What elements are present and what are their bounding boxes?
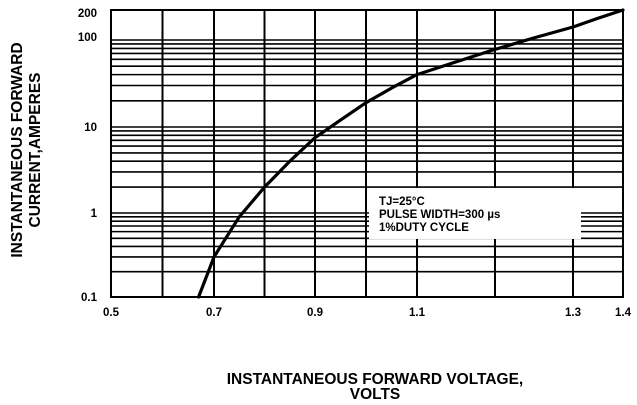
y-axis-title: INSTANTANEOUS FORWARD CURRENT,AMPERES [9, 42, 44, 257]
x-axis-title-line-1: INSTANTANEOUS FORWARD VOLTAGE, [227, 371, 524, 388]
x-tick-label: 0.7 [206, 307, 222, 319]
curve-layer [197, 8, 625, 299]
annotation-line-1: TJ=25°C [379, 196, 425, 208]
y-axis-title-line-1: INSTANTANEOUS FORWARD [9, 42, 26, 257]
y-axis: 0.1 1 10 100 200 [78, 8, 98, 304]
x-tick-label: 1.1 [409, 307, 426, 319]
x-axis-title: INSTANTANEOUS FORWARD VOLTAGE, VOLTS [227, 371, 524, 403]
annotation-box: TJ=25°C PULSE WIDTH=300 µs 1%DUTY CYCLE [369, 188, 581, 239]
y-tick-label: 100 [78, 32, 97, 44]
y-axis-title-line-2: CURRENT,AMPERES [27, 72, 44, 227]
x-axis-title-line-2: VOLTS [350, 386, 401, 403]
forward-characteristic-curve [197, 8, 625, 299]
x-axis: 0.5 0.7 0.9 1.1 1.3 1.4 [103, 307, 632, 319]
x-tick-label: 0.5 [103, 307, 120, 319]
y-tick-label: 200 [78, 8, 97, 20]
y-tick-label: 0.1 [81, 292, 98, 304]
y-tick-label: 1 [91, 208, 98, 220]
x-tick-label: 1.3 [565, 307, 581, 319]
grid [111, 10, 623, 297]
y-tick-label: 10 [84, 122, 97, 134]
annotation-line-2: PULSE WIDTH=300 µs [379, 209, 500, 221]
annotation-line-3: 1%DUTY CYCLE [379, 222, 469, 234]
x-tick-label: 1.4 [615, 307, 632, 319]
x-tick-label: 0.9 [307, 307, 323, 319]
